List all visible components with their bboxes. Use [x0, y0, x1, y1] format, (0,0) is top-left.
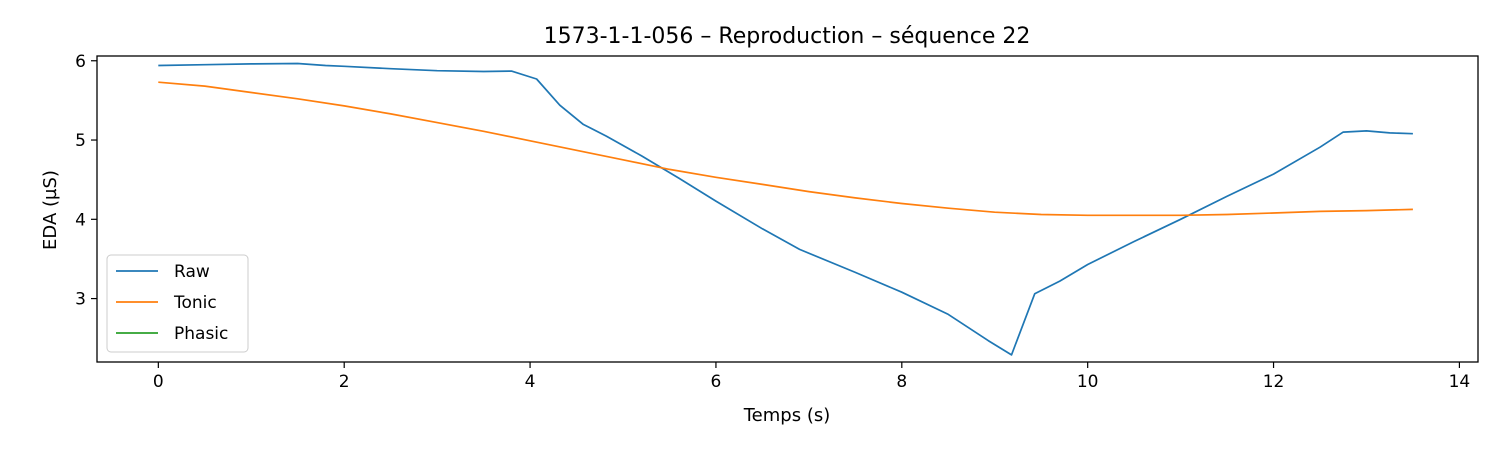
x-tick-label: 2 — [339, 372, 350, 392]
x-tick-label: 4 — [525, 372, 536, 392]
x-tick-label: 6 — [711, 372, 722, 392]
series-line-tonic — [158, 81, 1413, 217]
y-tick-label: 3 — [75, 290, 86, 310]
plot-area: 0 2 4 6 8 10 12 14 3 4 5 6 — [75, 52, 1479, 392]
y-tick-label: 6 — [75, 52, 86, 72]
x-tick-label: 14 — [1449, 372, 1471, 392]
y-tick-label: 4 — [75, 210, 86, 230]
x-tick-label: 12 — [1263, 372, 1285, 392]
legend: Raw Tonic Phasic — [106, 254, 249, 353]
x-tick-label: 8 — [896, 372, 907, 392]
chart-title: 1573-1-1-056 – Reproduction – séquence 2… — [544, 24, 1031, 49]
legend-label-tonic: Tonic — [173, 293, 217, 313]
legend-box — [106, 254, 249, 353]
legend-label-raw: Raw — [174, 262, 210, 282]
series-line-raw — [158, 62, 1413, 356]
legend-label-phasic: Phasic — [174, 324, 228, 344]
x-tick-label: 0 — [153, 372, 164, 392]
y-tick-label: 5 — [75, 131, 86, 151]
x-tick-label: 10 — [1077, 372, 1099, 392]
y-axis-label: EDA (µS) — [40, 170, 61, 250]
x-axis-label: Temps (s) — [743, 405, 831, 426]
plot-frame — [96, 55, 1479, 363]
